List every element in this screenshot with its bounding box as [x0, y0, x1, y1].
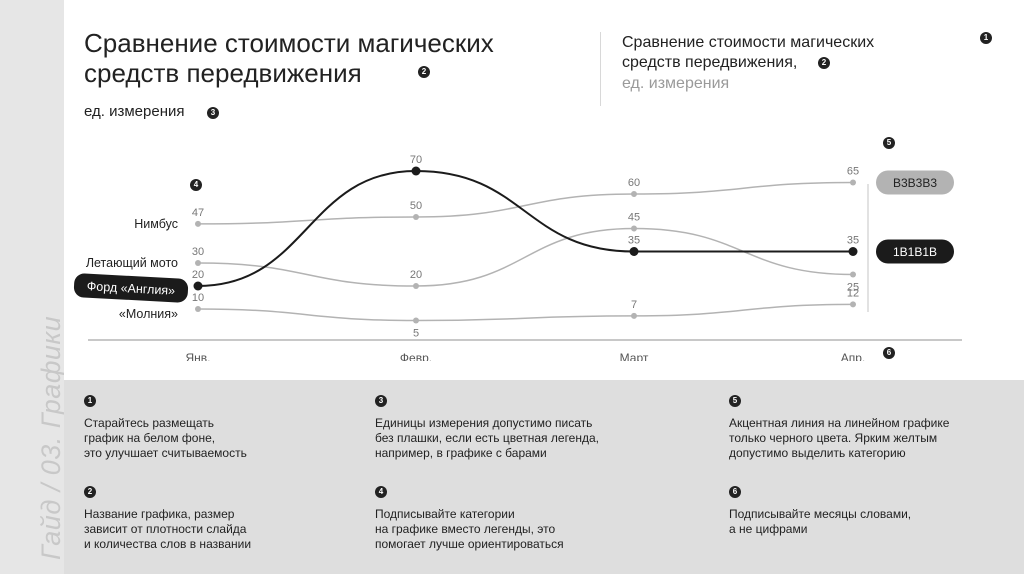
data-label-летающий-мото-1: 20	[410, 269, 422, 281]
series-line-летающий-мото	[197, 227, 854, 287]
badge-1: 1	[980, 32, 992, 44]
badge-5: 5	[883, 137, 895, 149]
data-label-нимбус-3: 65	[847, 166, 859, 178]
series-line-молния	[197, 303, 854, 322]
data-label-молния-2: 7	[631, 299, 637, 311]
series-name-молния: «Молния»	[119, 307, 178, 321]
sidebar: Гайд / 03. Графики	[0, 0, 66, 574]
point-молния-2	[631, 312, 637, 319]
point-молния-1	[413, 317, 419, 324]
data-label-молния-1: 5	[413, 328, 419, 340]
series-line-нимбус	[197, 181, 854, 225]
point-летающий-мото-3	[850, 271, 856, 278]
data-label-нимбус-2: 60	[628, 177, 640, 189]
tip-6-badge: 6	[729, 486, 741, 498]
point-летающий-мото-0	[195, 260, 201, 266]
point-нимбус-1	[413, 214, 419, 220]
tip-5-text: Акцентная линия на линейном графике толь…	[729, 416, 950, 460]
badge-2: 2	[418, 66, 430, 78]
chart-title: Сравнение стоимости магических средств п…	[84, 28, 494, 88]
accent-pill-bg	[73, 273, 189, 303]
tip-3-badge: 3	[375, 395, 387, 407]
point-форд-англия-0	[193, 281, 203, 291]
data-label-форд-англия-0: 20	[192, 269, 204, 281]
series-line-форд-англия	[197, 169, 853, 287]
badge-2-alt: 2	[818, 57, 830, 69]
tip-2-badge: 2	[84, 486, 96, 498]
tip-3-text: Единицы измерения допустимо писать без п…	[375, 416, 599, 460]
chart-area	[64, 0, 1024, 380]
line-chart: Янв. Февр. Март Апр.47506065302045251057122…	[64, 154, 1024, 380]
point-нимбус-2	[631, 191, 637, 197]
data-label-нимбус-0: 47	[192, 207, 204, 219]
tip-1-text: Старайтесь размещать график на белом фон…	[84, 416, 247, 460]
badge-4: 4	[190, 179, 202, 191]
tips-panel	[64, 380, 1024, 574]
badge-3: 3	[207, 107, 219, 119]
series-name-форд-англия: Форд «Англия»	[86, 279, 175, 298]
series-name-летающий-мото: Летающий мото	[86, 256, 178, 270]
data-label-молния-3: 12	[847, 287, 859, 299]
tip-1-badge: 1	[84, 395, 96, 407]
data-label-форд-англия-1: 70	[410, 154, 422, 166]
data-label-нимбус-1: 50	[410, 200, 422, 212]
point-форд-англия-3	[848, 247, 858, 256]
end-pill-форд-англия	[876, 239, 954, 264]
data-label-форд-англия-2: 35	[628, 235, 640, 247]
data-label-молния-0: 10	[192, 292, 204, 304]
badge-6: 6	[883, 347, 895, 359]
unit-label: ед. измерения	[84, 103, 185, 120]
tip-6-text: Подписывайте месяцы словами, а не цифрам…	[729, 507, 912, 536]
point-нимбус-0	[195, 220, 201, 227]
point-летающий-мото-1	[413, 283, 419, 289]
data-label-форд-англия-3: 35	[847, 235, 859, 247]
tick-mask	[64, 361, 1024, 380]
point-молния-3	[850, 301, 856, 308]
point-летающий-мото-2	[631, 225, 637, 232]
data-label-летающий-мото-0: 30	[192, 246, 204, 258]
accent-series-pill: Форд «Англия»	[73, 273, 189, 303]
tip-2-text: Название графика, размер зависит от плот…	[84, 507, 252, 551]
tip-4-text: Подписывайте категории на графике вместо…	[375, 507, 564, 551]
end-pill-нимбус	[876, 170, 954, 195]
point-форд-англия-2	[629, 247, 639, 256]
point-форд-англия-1	[411, 166, 421, 176]
end-pill-label-форд-англия: 1B1B1B	[893, 245, 937, 259]
point-молния-0	[195, 306, 201, 312]
tip-5-badge: 5	[729, 395, 741, 407]
tip-4-badge: 4	[375, 486, 387, 498]
point-нимбус-3	[850, 179, 856, 186]
alt-chart-title: Сравнение стоимости магических средств п…	[622, 34, 875, 71]
data-label-летающий-мото-2: 45	[628, 212, 640, 224]
alt-unit-label: ед. измерения	[622, 75, 730, 92]
series-name-нимбус: Нимбус	[134, 217, 178, 231]
title-divider	[600, 32, 601, 106]
data-label-летающий-мото-3: 25	[847, 282, 859, 294]
end-pill-label-нимбус: B3B3B3	[893, 176, 937, 190]
